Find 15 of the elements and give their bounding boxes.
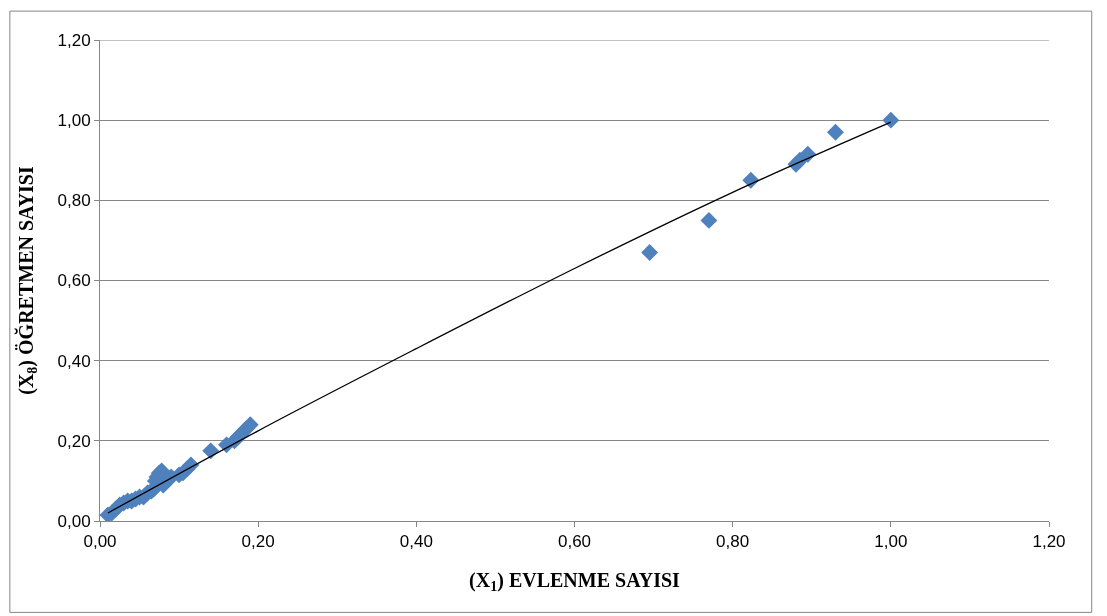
x-axis-title: (X$_{1}$) EVLENME SAYISI <box>469 568 681 595</box>
y-tick-label: 0,00 <box>57 511 91 531</box>
x-tick-label: 0,00 <box>83 532 117 552</box>
x-tick-label: 0,20 <box>241 532 275 552</box>
x-tick-label: 0,80 <box>716 532 750 552</box>
x-tick-label: 1,20 <box>1032 532 1066 552</box>
y-tick-label: 0,20 <box>57 431 91 451</box>
y-tick-label: 1,00 <box>57 111 91 131</box>
x-tick-label: 0,40 <box>399 532 433 552</box>
y-tick-label: 1,20 <box>57 30 91 50</box>
y-tick-label: 0,80 <box>57 191 91 211</box>
y-tick-label: 0,40 <box>57 351 91 371</box>
x-tick-label: 0,60 <box>557 532 592 552</box>
y-tick-label: 0,60 <box>57 271 91 291</box>
x-tick-label: 1,00 <box>874 532 908 552</box>
